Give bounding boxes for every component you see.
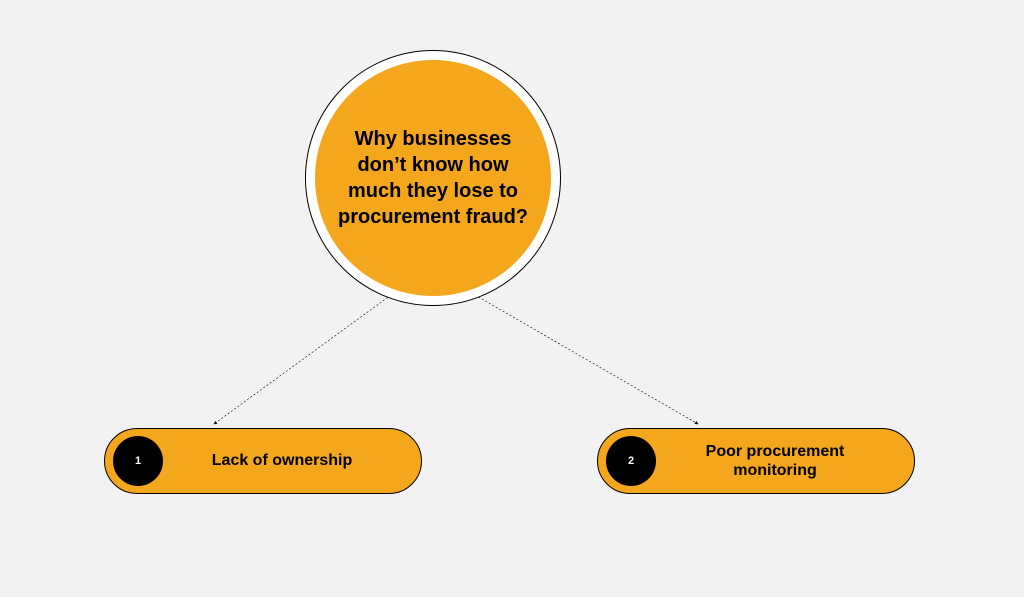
center-node-inner: Why businesses don’t know how much they … <box>315 60 551 296</box>
child-label-2: Poor procurement monitoring <box>656 442 894 480</box>
diagram-canvas: Why businesses don’t know how much they … <box>0 0 1024 597</box>
child-badge-1: 1 <box>113 436 163 486</box>
child-node-1: 1 Lack of ownership <box>104 428 422 494</box>
center-node-text: Why businesses don’t know how much they … <box>335 126 531 230</box>
child-badge-number-2: 2 <box>628 455 634 467</box>
child-node-2: 2 Poor procurement monitoring <box>597 428 915 494</box>
child-label-1: Lack of ownership <box>163 451 401 470</box>
child-badge-number-1: 1 <box>135 455 141 467</box>
child-badge-2: 2 <box>606 436 656 486</box>
center-node: Why businesses don’t know how much they … <box>305 50 561 306</box>
